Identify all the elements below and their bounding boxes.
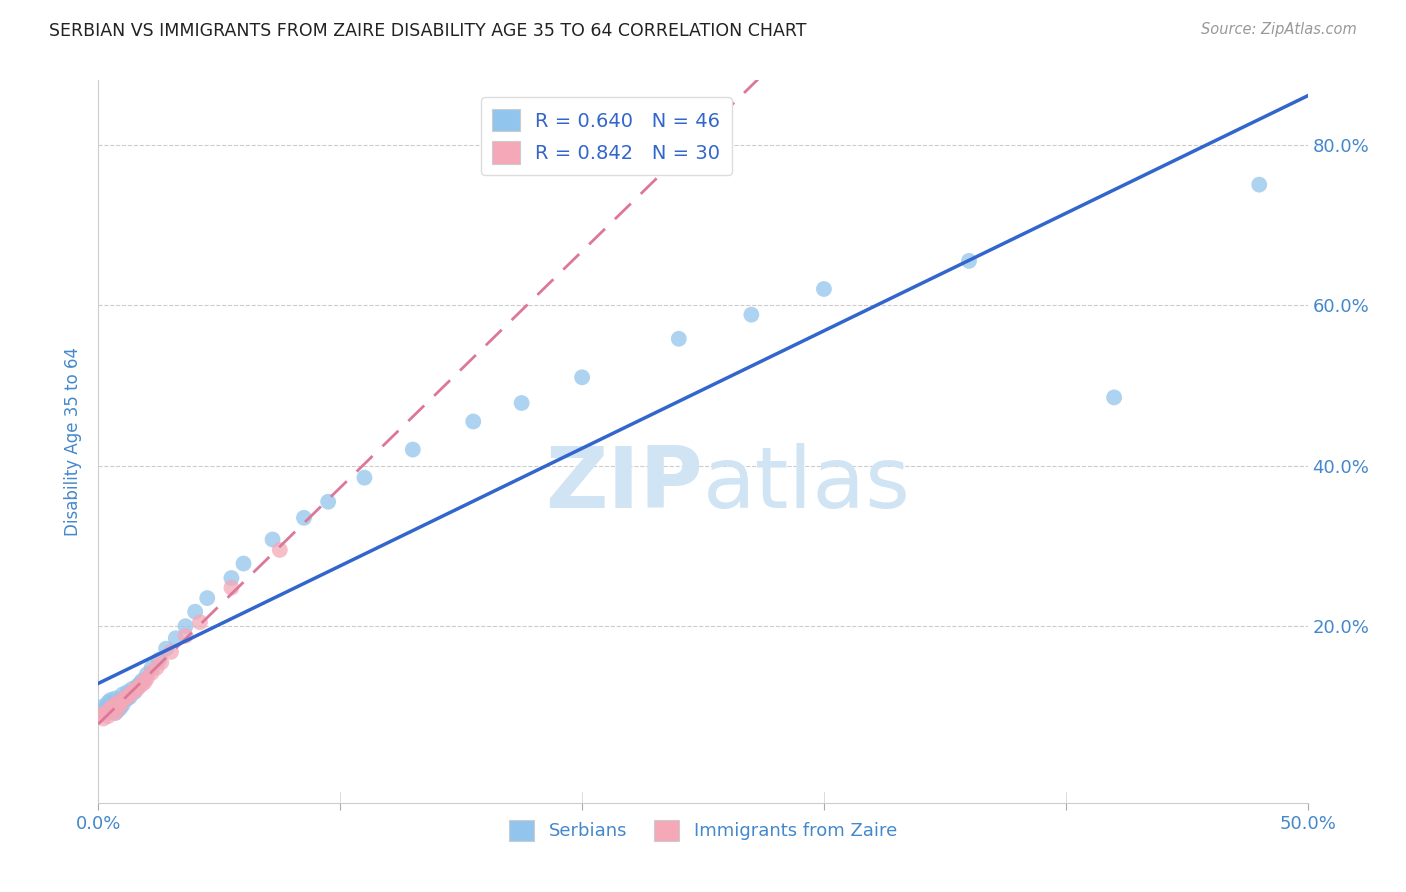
Point <box>111 687 134 701</box>
Point <box>232 557 254 571</box>
Point <box>118 687 141 701</box>
Point <box>107 696 129 710</box>
Point <box>668 332 690 346</box>
Point <box>127 680 149 694</box>
Point <box>101 699 124 714</box>
Point <box>740 308 762 322</box>
Point <box>108 701 131 715</box>
Point <box>104 691 127 706</box>
Point <box>104 706 127 720</box>
Point <box>108 698 131 712</box>
Point <box>91 699 114 714</box>
Point <box>160 645 183 659</box>
Point <box>134 675 156 690</box>
Point <box>262 533 284 547</box>
Point <box>1249 178 1271 192</box>
Point <box>188 615 211 630</box>
Point <box>463 414 485 428</box>
Point <box>94 701 117 715</box>
Point <box>195 591 218 606</box>
Point <box>353 470 375 484</box>
Point <box>97 696 120 710</box>
Point <box>118 690 141 704</box>
Point <box>184 605 207 619</box>
Point <box>269 542 291 557</box>
Point <box>131 677 153 691</box>
Point <box>100 693 122 707</box>
Point <box>221 581 243 595</box>
Point <box>813 282 835 296</box>
Point <box>121 685 143 699</box>
Point <box>221 571 243 585</box>
Point <box>107 701 129 715</box>
Point <box>111 693 134 707</box>
Point <box>145 661 167 675</box>
Point <box>141 661 163 675</box>
Point <box>316 494 339 508</box>
Point <box>114 693 136 707</box>
Point <box>100 701 122 715</box>
Point <box>165 632 187 646</box>
Point <box>292 510 315 524</box>
Point <box>124 683 146 698</box>
Point <box>107 703 129 717</box>
Point <box>1102 391 1125 405</box>
Point <box>104 706 127 720</box>
Text: ZIP: ZIP <box>546 443 703 526</box>
Point <box>100 703 122 717</box>
Point <box>174 619 197 633</box>
Point <box>124 685 146 699</box>
Point <box>402 442 425 457</box>
Point <box>94 706 117 720</box>
Point <box>111 698 134 712</box>
Point <box>107 696 129 710</box>
Point <box>135 671 157 685</box>
Point <box>101 699 124 714</box>
Point <box>131 673 153 688</box>
Point <box>117 691 139 706</box>
Point <box>174 629 197 643</box>
Point <box>957 253 980 268</box>
Point <box>97 709 120 723</box>
Point <box>114 691 136 706</box>
Point <box>127 681 149 696</box>
Text: SERBIAN VS IMMIGRANTS FROM ZAIRE DISABILITY AGE 35 TO 64 CORRELATION CHART: SERBIAN VS IMMIGRANTS FROM ZAIRE DISABIL… <box>49 22 807 40</box>
Point <box>100 703 122 717</box>
Legend: Serbians, Immigrants from Zaire: Serbians, Immigrants from Zaire <box>502 813 904 848</box>
Y-axis label: Disability Age 35 to 64: Disability Age 35 to 64 <box>65 347 83 536</box>
Point <box>155 641 177 656</box>
Point <box>510 396 533 410</box>
Point <box>128 677 150 691</box>
Point <box>121 681 143 696</box>
Point <box>571 370 593 384</box>
Text: atlas: atlas <box>703 443 911 526</box>
Point <box>135 667 157 681</box>
Point <box>148 653 170 667</box>
Point <box>141 665 163 680</box>
Point <box>128 680 150 694</box>
Point <box>117 685 139 699</box>
Point <box>90 707 112 722</box>
Point <box>117 690 139 704</box>
Point <box>91 712 114 726</box>
Point <box>150 655 173 669</box>
Text: Source: ZipAtlas.com: Source: ZipAtlas.com <box>1201 22 1357 37</box>
